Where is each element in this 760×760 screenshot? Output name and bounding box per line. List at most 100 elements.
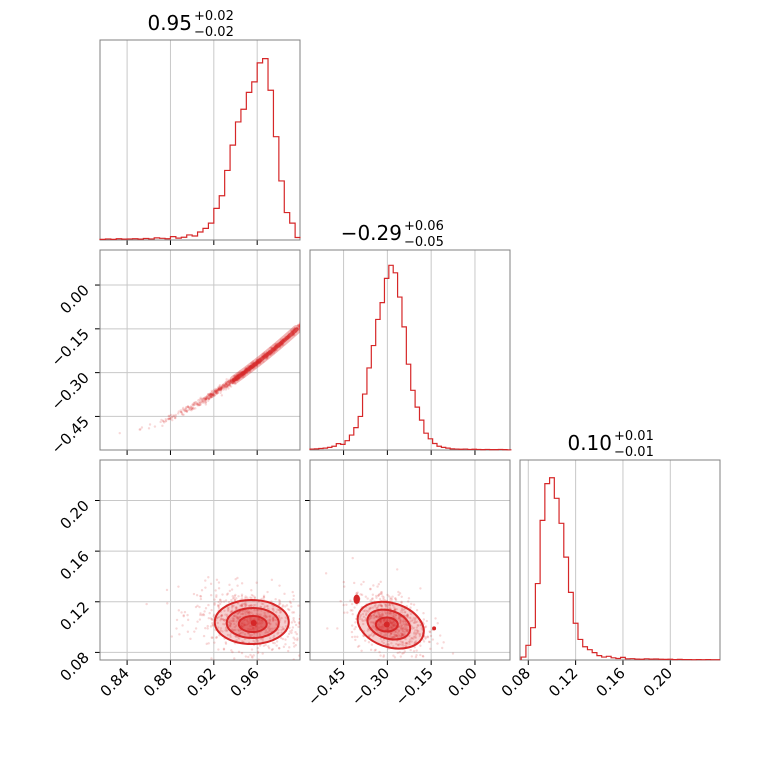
sample-point [410, 619, 413, 623]
sample-point [240, 597, 244, 600]
sample-point [387, 603, 391, 606]
sample-point [189, 637, 192, 641]
sample-point [181, 413, 184, 416]
histogram-3-step [520, 477, 720, 661]
sample-point [161, 424, 164, 428]
sample-point [248, 613, 251, 616]
sample-point [228, 382, 231, 385]
sample-point [162, 421, 166, 424]
sample-point [227, 380, 230, 383]
sample-point [398, 616, 401, 620]
sample-point [401, 626, 405, 630]
sample-point [414, 621, 418, 624]
sample-point [263, 605, 267, 608]
sample-point [222, 383, 225, 386]
sample-point [210, 617, 214, 621]
sample-point [363, 619, 366, 622]
sample-point [402, 630, 405, 633]
sample-point [268, 618, 271, 621]
sample-point [229, 381, 232, 384]
sample-point [192, 592, 196, 596]
sample-point [371, 634, 375, 638]
sample-point [226, 383, 229, 387]
sample-point [286, 635, 289, 638]
sample-point [214, 391, 217, 394]
sample-point [207, 397, 211, 401]
sample-point [213, 394, 216, 397]
sample-point [275, 622, 278, 625]
sample-point [391, 621, 395, 624]
sample-point [357, 644, 361, 648]
sample-point [405, 629, 409, 633]
sample-point [220, 387, 223, 390]
sample-point [401, 628, 404, 631]
sample-point [217, 581, 221, 584]
contour-outer [356, 600, 425, 650]
sample-point [219, 386, 223, 390]
sample-point [294, 631, 297, 634]
sample-point [231, 620, 234, 623]
sample-point [389, 632, 393, 635]
sample-point [370, 616, 373, 619]
sample-point [250, 616, 253, 619]
sample-point [255, 624, 258, 628]
sample-point [389, 596, 392, 600]
sample-point [379, 619, 382, 622]
sample-point [299, 324, 300, 327]
sample-point [219, 387, 222, 391]
sample-point [393, 622, 397, 626]
sample-point [202, 397, 206, 401]
sample-point [215, 595, 218, 599]
sample-point [215, 388, 219, 391]
sample-point [372, 614, 375, 617]
sample-point [384, 602, 387, 606]
sample-point [204, 579, 207, 582]
sample-point [225, 382, 228, 385]
sample-point [265, 630, 268, 634]
sample-point [228, 633, 232, 637]
sample-point [399, 628, 402, 631]
sample-point [395, 634, 398, 637]
sample-point [250, 648, 254, 651]
sample-point [220, 385, 224, 388]
sample-point [358, 617, 361, 621]
sample-point [299, 321, 300, 324]
sample-point [422, 640, 426, 643]
sample-point [406, 613, 409, 617]
sample-point [297, 324, 300, 328]
sample-point [393, 656, 397, 659]
sample-point [382, 619, 386, 623]
sample-point [243, 375, 246, 378]
sample-point [216, 391, 220, 395]
x-tick-label: −0.45 [304, 664, 349, 709]
sample-point [302, 597, 304, 599]
sample-point [260, 597, 263, 601]
sample-point [389, 611, 392, 614]
sample-point [192, 407, 195, 411]
sample-point [234, 578, 237, 581]
sample-point [212, 615, 215, 618]
sample-point [401, 611, 404, 614]
sample-point [233, 628, 236, 632]
sample-point [351, 635, 354, 639]
sample-point [204, 586, 207, 589]
sample-point [255, 608, 259, 612]
sample-point [224, 384, 227, 387]
sample-point [426, 635, 429, 638]
sample-point [246, 612, 250, 615]
sample-point [299, 323, 300, 326]
sample-point [181, 624, 184, 627]
sample-point [354, 621, 357, 624]
sample-point [182, 614, 185, 618]
sample-point [228, 621, 231, 624]
sample-point [210, 393, 213, 396]
sample-point [228, 381, 232, 384]
sample-point [400, 634, 403, 637]
sample-point [434, 617, 437, 620]
sample-point [276, 608, 279, 611]
sample-point [426, 636, 430, 639]
sample-point [266, 631, 270, 634]
sample-point [207, 576, 210, 579]
sample-point [229, 379, 232, 383]
sample-point [304, 629, 306, 631]
